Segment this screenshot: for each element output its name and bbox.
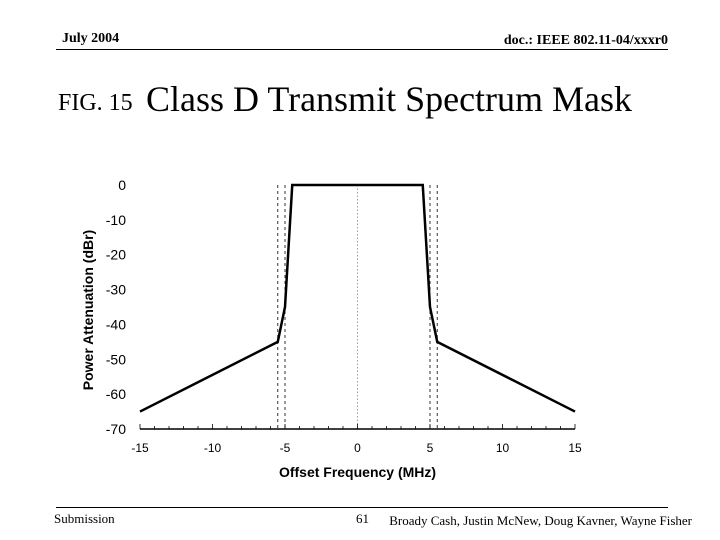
x-tick-label: -5: [280, 441, 291, 455]
y-tick-label: -20: [106, 247, 126, 263]
y-tick-label: -60: [106, 386, 126, 402]
y-tick-label: -40: [106, 316, 126, 332]
figure-label: FIG. 15: [58, 90, 133, 116]
header-rule: [56, 49, 668, 50]
footer-page-number: 61: [356, 511, 369, 526]
header-doc-id: doc.: IEEE 802.11-04/xxxr0: [503, 33, 668, 48]
footer-rule: [56, 507, 668, 508]
footer-submission: Submission: [54, 511, 115, 526]
y-tick-label: -70: [106, 421, 126, 437]
x-tick-label: 5: [427, 441, 434, 455]
header-date: July 2004: [62, 31, 120, 46]
y-tick-label: 0: [118, 177, 126, 193]
footer-authors: Broady Cash, Justin McNew, Doug Kavner, …: [389, 513, 692, 528]
x-tick-label: -10: [204, 441, 222, 455]
reference-lines: [277, 185, 438, 429]
mask-line: [139, 183, 576, 413]
y-tick-label: -50: [106, 351, 126, 367]
x-tick-labels: -15 -10 -5 0 5 10 15: [131, 441, 582, 455]
x-minor-ticks: [139, 424, 576, 429]
series-group: [139, 183, 576, 413]
y-tick-labels: 0 -10 -20 -30 -40 -50 -60 -70: [106, 177, 126, 437]
y-tick-label: -10: [106, 212, 126, 228]
x-axis-title: Offset Frequency (MHz): [279, 464, 436, 480]
x-tick-label: 15: [568, 441, 582, 455]
x-tick-label: -15: [131, 441, 149, 455]
figure-title: Class D Transmit Spectrum Mask: [146, 79, 633, 119]
y-axis-title: Power Attenuation (dBr): [80, 230, 96, 390]
x-tick-label: 10: [496, 441, 510, 455]
x-tick-label: 0: [354, 441, 361, 455]
y-tick-label: -30: [106, 282, 126, 298]
